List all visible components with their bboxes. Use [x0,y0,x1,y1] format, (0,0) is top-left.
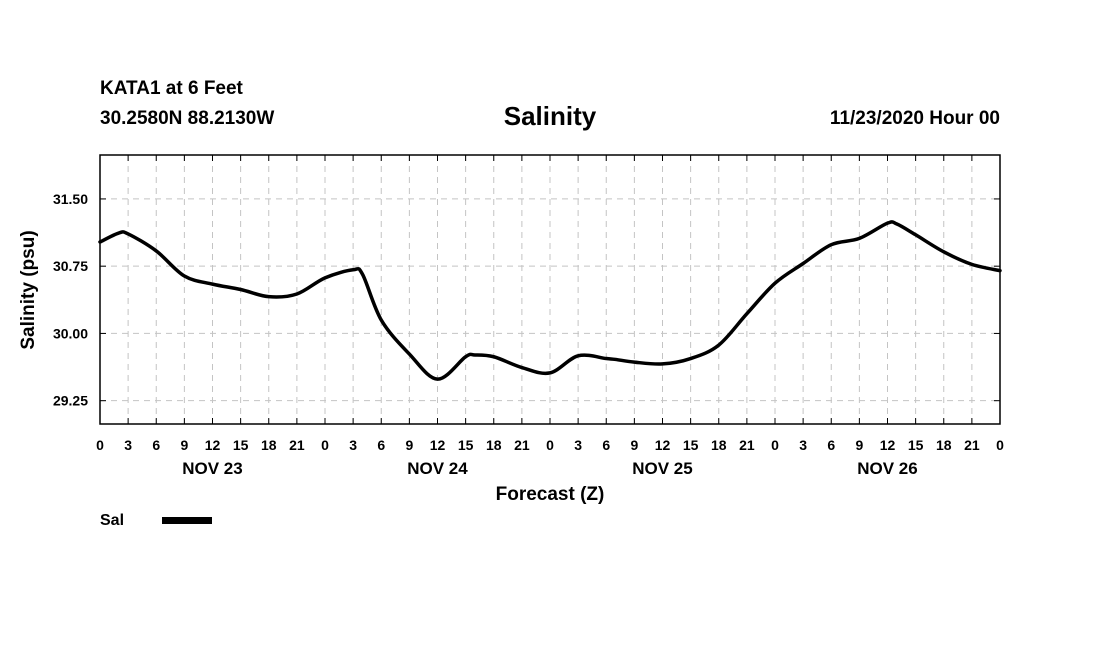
x-tick-label: 12 [655,437,671,453]
axis-tick-labels: 0 3 6 9 12 15 18 21 0 3 6 9 12 15 18 21 0 3 6 9 12 15 18 21 0 3 6 9… [53,191,1004,478]
legend-label-sal: Sal [100,512,124,529]
x-tick-label: 12 [880,437,896,453]
series-line-sal [98,220,1002,381]
x-tick-label: 9 [180,437,188,453]
x-tick-label: 21 [289,437,305,453]
x-tick-label: 21 [514,437,530,453]
x-tick-label: 15 [458,437,474,453]
x-tick-label: 6 [377,437,385,453]
x-tick-label: 3 [574,437,582,453]
day-label: NOV 23 [182,459,242,478]
x-tick-label: 21 [964,437,980,453]
x-tick-label: 0 [996,437,1004,453]
y-tick-label: 30.00 [53,325,88,341]
station-coordinates: 30.2580N 88.2130W [100,108,274,129]
day-label: NOV 25 [632,459,692,478]
x-tick-label: 12 [205,437,221,453]
x-tick-label: 9 [630,437,638,453]
x-axis-label: Forecast (Z) [496,484,605,505]
x-tick-label: 15 [683,437,699,453]
x-tick-label: 0 [321,437,329,453]
y-tick-label: 30.75 [53,258,88,274]
forecast-datetime: 11/23/2020 Hour 00 [830,108,1000,129]
x-tick-label: 3 [799,437,807,453]
x-tick-label: 18 [711,437,727,453]
x-tick-label: 6 [827,437,835,453]
x-tick-label: 15 [233,437,249,453]
x-tick-label: 3 [124,437,132,453]
chart-title: Salinity [504,101,597,131]
station-title: KATA1 at 6 Feet [100,78,244,99]
x-tick-label: 18 [261,437,277,453]
x-tick-label: 18 [486,437,502,453]
x-tick-label: 6 [152,437,160,453]
x-tick-label: 0 [771,437,779,453]
x-tick-label: 9 [405,437,413,453]
x-tick-label: 9 [855,437,863,453]
x-tick-label: 12 [430,437,446,453]
x-tick-label: 15 [908,437,924,453]
axis-ticks [99,155,1001,424]
day-label: NOV 26 [857,459,917,478]
day-label: NOV 24 [407,459,468,478]
legend-swatch-sal [162,517,212,524]
x-tick-label: 21 [739,437,755,453]
x-tick-label: 6 [602,437,610,453]
x-tick-label: 0 [546,437,554,453]
grid-lines [100,155,1000,424]
x-tick-label: 0 [96,437,104,453]
x-tick-label: 18 [936,437,952,453]
y-tick-label: 31.50 [53,191,88,207]
y-tick-label: 29.25 [53,393,88,409]
x-tick-label: 3 [349,437,357,453]
plot-area [98,220,1002,381]
legend: Sal [100,512,212,529]
y-axis-label: Salinity (psu) [18,230,39,349]
